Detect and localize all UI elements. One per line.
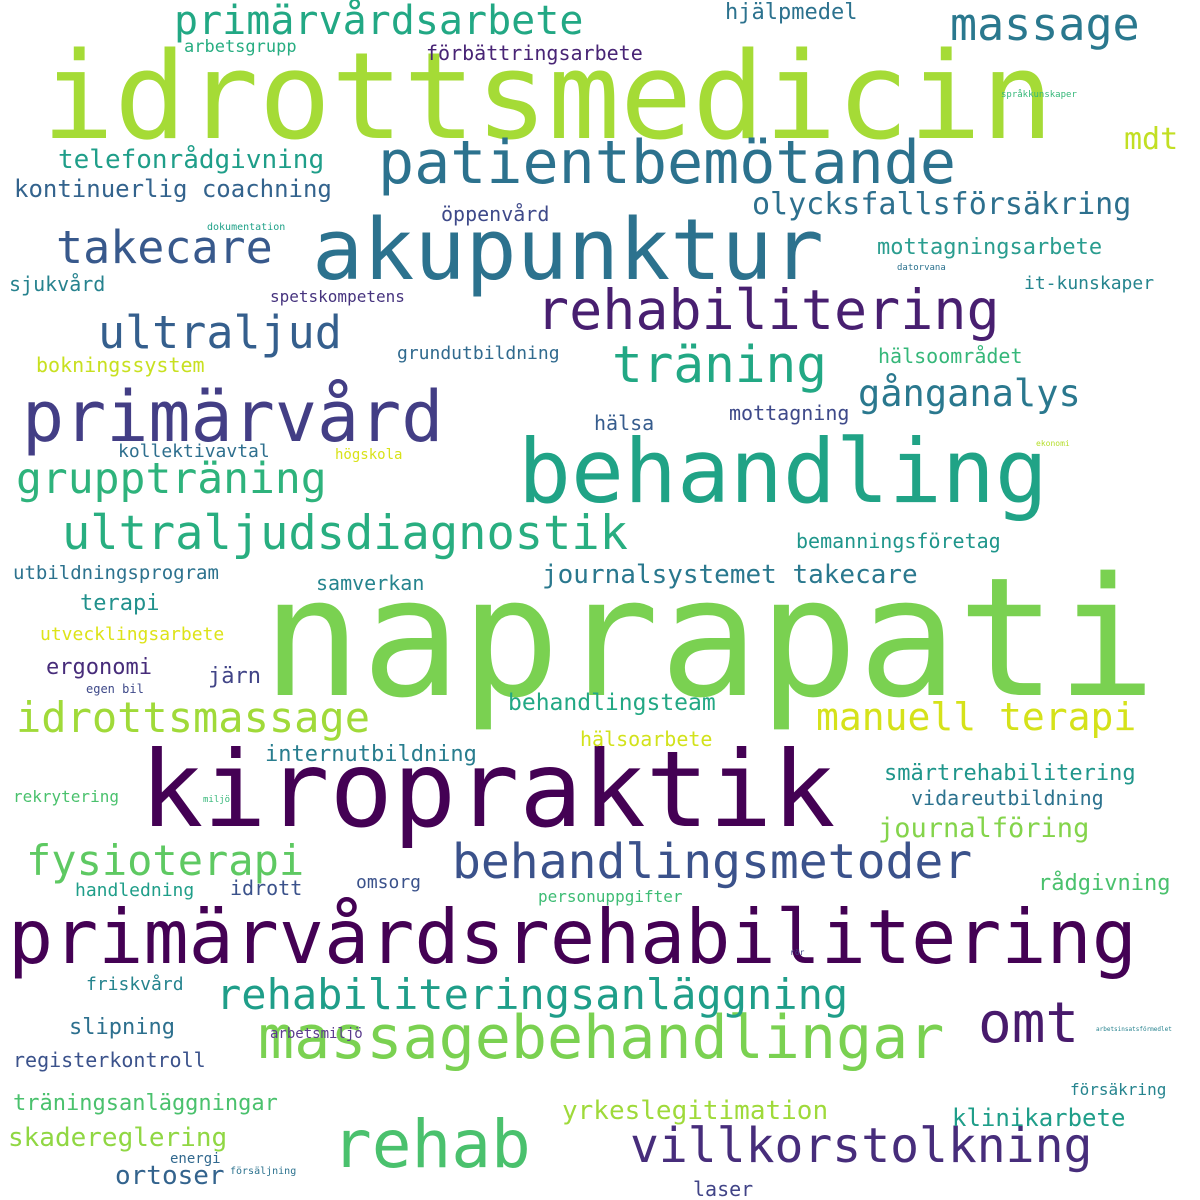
word-cloud-term: behandlingsteam <box>508 690 716 716</box>
word-cloud-term: friskvård <box>86 974 184 995</box>
word-cloud-term: öppenvård <box>441 202 550 226</box>
word-cloud-term: journalsystemet takecare <box>542 560 918 590</box>
word-cloud-term: patientbemötande <box>378 128 956 198</box>
word-cloud-term: kiropraktik <box>140 729 836 851</box>
word-cloud-term: hälsoområdet <box>878 344 1023 368</box>
word-cloud-term: försäkring <box>1070 1080 1167 1099</box>
word-cloud-term: rör <box>790 948 805 957</box>
word-cloud-term: mottagning <box>729 401 850 425</box>
word-cloud-term: spetskompetens <box>270 287 405 306</box>
word-cloud-term: vidareutbildning <box>911 786 1104 810</box>
word-cloud-term: datorvana <box>897 263 946 273</box>
word-cloud-term: ultraljudsdiagnostik <box>62 506 628 561</box>
word-cloud-term: slipning <box>69 1015 175 1040</box>
word-cloud-term: omsorg <box>356 872 422 893</box>
word-cloud-term: gånganalys <box>858 372 1081 415</box>
word-cloud-term: högskola <box>335 447 403 463</box>
word-cloud-term: bokningssystem <box>36 353 205 377</box>
word-cloud-term: ergonomi <box>46 655 152 680</box>
word-cloud-term: skadereglering <box>8 1123 228 1153</box>
word-cloud-term: fysioterapi <box>26 836 305 885</box>
word-cloud-term: hälsoarbete <box>580 727 713 751</box>
word-cloud-term: kollektivavtal <box>118 441 270 462</box>
word-cloud-term: rekrytering <box>13 787 119 806</box>
word-cloud-term: behandlingsmetoder <box>452 834 973 890</box>
word-cloud-term: primärvård <box>22 376 444 458</box>
word-cloud-term: omt <box>978 991 1080 1056</box>
word-cloud-term: smärtrehabilitering <box>884 761 1136 786</box>
word-cloud-term: idrottsmassage <box>16 693 371 742</box>
word-cloud-term: dokumentation <box>207 222 286 233</box>
word-cloud-term: rådgivning <box>1038 871 1171 896</box>
word-cloud-term: terapi <box>80 591 160 616</box>
word-cloud-term: sjukvård <box>9 272 106 296</box>
word-cloud-term: behandling <box>518 420 1048 523</box>
word-cloud-term: manuell terapi <box>816 695 1137 739</box>
word-cloud-term: takecare <box>56 221 273 274</box>
word-cloud-term: utvecklingsarbete <box>40 624 225 645</box>
word-cloud-term: samverkan <box>316 571 425 595</box>
word-cloud-term: mottagningsarbete <box>877 235 1103 260</box>
word-cloud-term: journalföring <box>878 813 1090 844</box>
word-cloud-term: träning <box>612 336 827 395</box>
word-cloud-term: kontinuerlig coachning <box>14 175 332 203</box>
word-cloud-term: energi <box>170 1151 221 1167</box>
word-cloud-term: rehabilitering <box>536 278 1000 342</box>
word-cloud-term: yrkeslegitimation <box>562 1096 829 1126</box>
word-cloud-term: ortoser <box>115 1161 225 1191</box>
word-cloud-term: miljö <box>203 795 231 805</box>
word-cloud-term: olycksfallsförsäkring <box>752 187 1132 222</box>
word-cloud-term: akupunktur <box>312 201 824 300</box>
word-cloud-term: grundutbildning <box>397 343 560 364</box>
word-cloud-term: arbetsmiljö <box>270 1026 363 1042</box>
word-cloud-term: rehabiliteringsanläggning <box>216 970 849 1019</box>
word-cloud-term: ekonomi <box>1036 439 1070 448</box>
word-cloud-term: naprapati <box>262 542 1157 734</box>
word-cloud-term: arbetsinsatsförmedlet <box>1096 1026 1172 1033</box>
word-cloud-term: ultraljud <box>98 306 342 359</box>
word-cloud-term: primärvårdsarbete <box>174 0 584 44</box>
word-cloud-term: förbättringsarbete <box>426 41 643 65</box>
word-cloud-term: villkorstolkning <box>630 1118 1093 1174</box>
word-cloud-term: it-kunskaper <box>1024 273 1155 294</box>
word-cloud-term: handledning <box>75 880 195 901</box>
word-cloud-term: järn <box>208 664 261 689</box>
word-cloud-term: idrott <box>230 876 303 900</box>
word-cloud-term: laser <box>693 1177 754 1200</box>
word-cloud-term: egen bil <box>86 682 144 696</box>
word-cloud-term: mdt <box>1124 122 1179 157</box>
word-cloud-term: gruppträning <box>16 454 327 504</box>
word-cloud-term: bemanningsföretag <box>796 529 1001 553</box>
word-cloud-term: rehab <box>332 1106 531 1183</box>
word-cloud-term: utbildningsprogram <box>13 562 219 584</box>
word-cloud-term: försäljning <box>230 1166 297 1177</box>
word-cloud-term: internutbildning <box>265 742 477 767</box>
word-cloud-term: språkkunskaper <box>1001 90 1077 100</box>
word-cloud-term: personuppgifter <box>538 887 683 906</box>
word-cloud-term: idrottsmedicin <box>42 28 1054 167</box>
word-cloud-term: massage <box>950 0 1140 51</box>
word-cloud-term: träningsanläggningar <box>13 1091 278 1116</box>
word-cloud-term: arbetsgrupp <box>184 37 297 57</box>
word-cloud-term: klinikarbete <box>952 1104 1126 1132</box>
word-cloud-term: primärvårdsrehabilitering <box>8 893 1137 981</box>
word-cloud-term: massagebehandlingar <box>258 1003 945 1073</box>
word-cloud-term: hjälpmedel <box>725 0 858 25</box>
word-cloud-term: telefonrådgivning <box>58 145 325 175</box>
word-cloud-term: registerkontroll <box>13 1048 206 1072</box>
word-cloud-term: hälsa <box>594 411 655 435</box>
